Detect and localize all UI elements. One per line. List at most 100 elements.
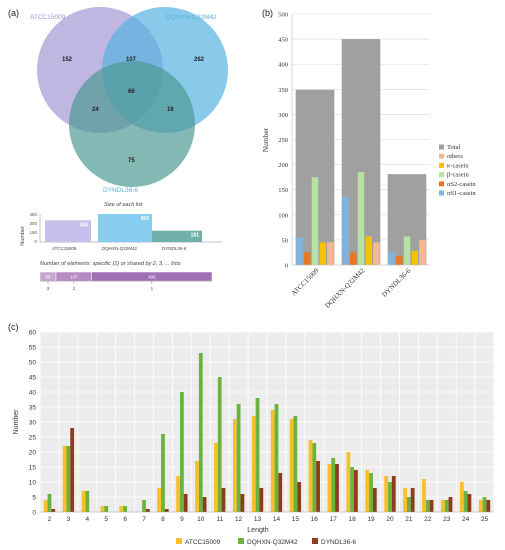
length-bar-c_dyndl <box>164 509 169 512</box>
casein-bar-others <box>373 242 380 265</box>
length-xtick: 16 <box>311 516 319 523</box>
venn-diagram: ATCC15009 DQHXN-Q32M42 DYNDL36-6 152 262… <box>30 7 228 194</box>
size-chart-title: Size of each list <box>104 202 143 208</box>
casein-xtick: DYNDL36-6 <box>380 266 412 298</box>
length-bar-c_atcc <box>195 461 199 512</box>
size-bar-value: 450 <box>141 216 150 222</box>
length-bar-c_atcc <box>441 500 445 512</box>
casein-legend-label: Total <box>447 144 460 151</box>
casein-ytick: 500 <box>278 12 288 19</box>
venn-region-dqhxn-only: 262 <box>194 57 205 63</box>
casein-ytick: 150 <box>278 187 288 194</box>
length-bar-c_atcc <box>308 440 313 512</box>
size-chart-xtick: DQHXN-Q32M42 <box>102 246 138 251</box>
venn-region-dqhxn-dyndl: 16 <box>167 107 174 113</box>
length-bar-c_dyndl <box>335 464 339 512</box>
length-bar-c_dyndl <box>372 488 377 512</box>
length-ytick: 50 <box>29 360 37 367</box>
length-bar-c_dqhxn <box>123 506 128 512</box>
length-bar-c_dqhxn <box>255 398 260 512</box>
length-bar-c_atcc <box>346 452 351 512</box>
casein-legend-label: β-casein <box>447 172 469 179</box>
casein-legend-label: others <box>447 153 463 160</box>
casein-ytick: 450 <box>278 37 288 44</box>
length-xtick: 22 <box>424 516 432 523</box>
panel-label-c: (c) <box>8 322 19 332</box>
casein-bar-beta <box>403 236 411 265</box>
casein-ytick: 100 <box>278 212 288 219</box>
length-bar-c_dyndl <box>391 476 396 512</box>
venn-set-label-atcc: ATCC15009 <box>30 14 66 21</box>
length-bar-c_dqhxn <box>217 377 222 512</box>
size-bar-value: 349 <box>80 222 89 228</box>
venn-region-dyndl-only: 75 <box>128 158 135 164</box>
venn-circle-dyndl <box>69 61 195 187</box>
panel-label-a: (a) <box>8 8 19 18</box>
casein-bar-as1 <box>388 252 395 265</box>
casein-bar-as2 <box>304 252 311 265</box>
shared-segment-value: 147 <box>70 275 78 280</box>
shared-segment-label: 2 <box>73 286 76 291</box>
size-bar <box>45 220 91 242</box>
length-bar-c_dyndl <box>448 497 453 512</box>
length-ytick: 55 <box>29 345 37 352</box>
size-chart-xtick: ATCC15009 <box>52 246 77 251</box>
length-legend-label: DYNDL36-6 <box>321 539 356 546</box>
length-bar-c_atcc <box>327 464 332 512</box>
casein-bar-k <box>411 250 418 265</box>
length-bar-c_dqhxn <box>104 506 109 512</box>
length-bar-c_dqhxn <box>274 404 279 512</box>
length-bar-c_dqhxn <box>142 500 146 512</box>
length-bar-c_atcc <box>232 419 237 512</box>
length-legend-label: DQHXN-Q32M42 <box>247 539 298 546</box>
shared-segment-value: 496 <box>148 275 156 280</box>
length-bar-c_dqhxn <box>406 497 411 512</box>
length-ytick: 30 <box>29 420 37 427</box>
length-xtick: 13 <box>254 516 262 523</box>
size-chart-xtick: DYNDL36-6 <box>162 246 187 251</box>
casein-ytick: 0 <box>285 263 288 270</box>
length-bar-c_dyndl <box>467 494 472 512</box>
length-bar-c_atcc <box>289 419 294 512</box>
length-bar-c_atcc <box>384 476 389 512</box>
casein-bar-beta <box>311 177 319 265</box>
venn-set-label-dqhxn: DQHXN-Q32M42 <box>166 14 217 21</box>
length-bar-c_atcc <box>214 443 218 512</box>
length-bar-c_dqhxn <box>66 446 71 512</box>
casein-chart: 0 50 100 150 200 250 300 350 400 450 500 Number AT… <box>261 12 476 310</box>
length-xtick: 10 <box>197 516 205 523</box>
length-legend-label: ATCC15009 <box>185 539 221 546</box>
length-bar-c_dyndl <box>297 482 302 512</box>
length-bar-c_dyndl <box>259 488 264 512</box>
casein-legend-swatch <box>439 181 444 187</box>
length-bar-c_dqhxn <box>293 416 298 512</box>
length-bar-c_atcc <box>459 482 464 512</box>
size-chart: Size of each list Number 450 300 150 0 3… <box>20 202 222 251</box>
casein-chart-ylabel: Number <box>261 127 270 152</box>
casein-legend-swatch <box>439 172 444 178</box>
length-xtick: 12 <box>235 516 243 523</box>
length-bar-c_atcc <box>81 491 86 512</box>
shared-segment-label: 3 <box>47 286 50 291</box>
casein-legend-label: αS1-casein <box>447 190 476 197</box>
length-xtick: 24 <box>462 516 470 523</box>
length-xtick: 5 <box>104 516 108 523</box>
length-ytick: 60 <box>29 330 37 337</box>
length-bar-c_atcc <box>157 488 162 512</box>
casein-bar-as2 <box>396 256 403 265</box>
length-xtick: 19 <box>367 516 375 523</box>
casein-ytick: 50 <box>282 237 289 244</box>
length-bar-c_dyndl <box>278 473 283 512</box>
length-bar-c_dqhxn <box>198 353 203 512</box>
venn-region-atcc-only: 152 <box>62 57 73 63</box>
length-xtick: 20 <box>386 516 394 523</box>
size-bar <box>98 214 152 242</box>
length-bar-c_atcc <box>100 506 105 512</box>
venn-region-atcc-dqhxn: 107 <box>126 57 137 63</box>
length-xtick: 25 <box>481 516 489 523</box>
casein-legend-swatch <box>439 190 444 196</box>
length-bar-c_dqhxn <box>236 404 241 512</box>
casein-legend-swatch <box>439 144 444 150</box>
length-xtick: 7 <box>142 516 146 523</box>
